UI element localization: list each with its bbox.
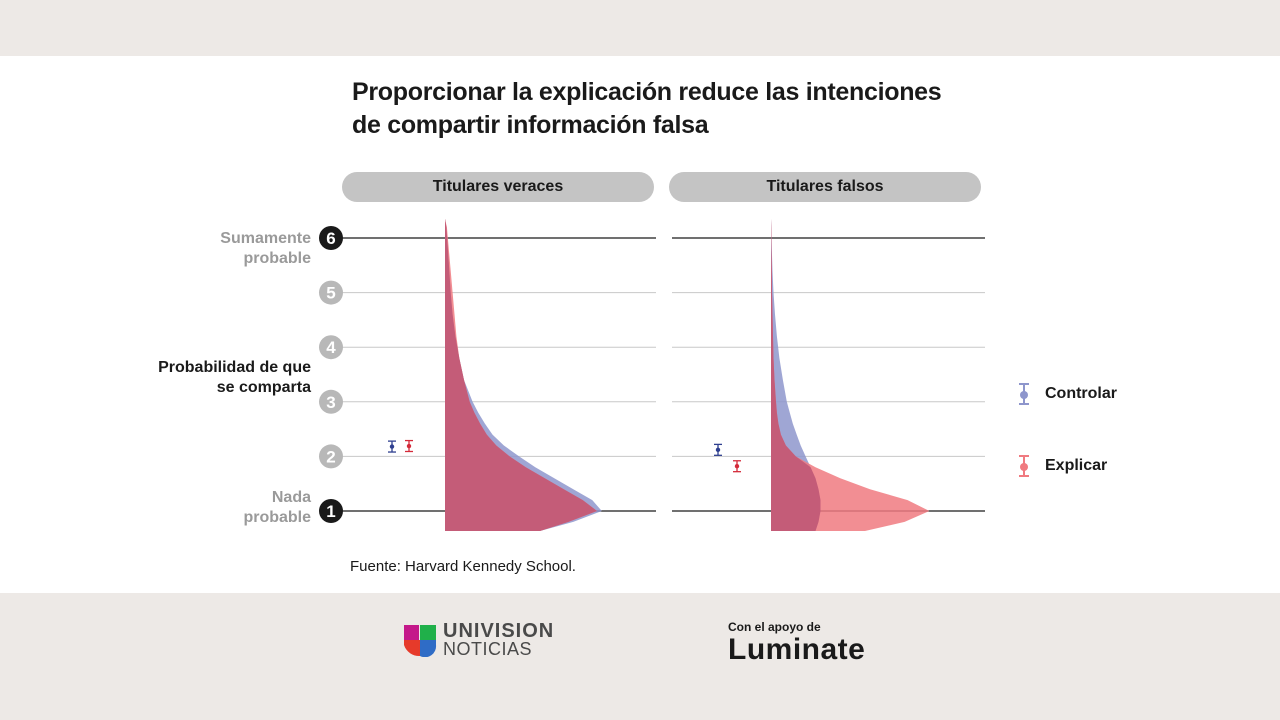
legend-label-explicar: Explicar: [1045, 457, 1108, 474]
chart-title-line-2: de compartir información falsa: [352, 111, 709, 139]
chart-card: [0, 56, 1280, 593]
legend-errorbar-icon-explicar: [1019, 455, 1029, 477]
legend-item-explicar: Explicar: [1013, 451, 1107, 481]
support-text: Con el apoyo de: [728, 620, 821, 634]
facet-header-veraces: Titulares veraces: [342, 172, 654, 202]
tick-label-1: 1: [326, 502, 335, 521]
y-label-top: Sumamente probable: [220, 230, 311, 267]
tick-marker-3: [319, 389, 343, 414]
tick-label-3: 3: [326, 393, 335, 412]
source-note: Fuente: Harvard Kennedy School.: [350, 558, 576, 575]
y-label-bottom: Nada probable: [243, 489, 311, 526]
y-axis-title: Probabilidad de que se comparta: [158, 359, 311, 396]
tick-label-6: 6: [326, 229, 335, 248]
mean-marker-controlar-panel-2-dot: [715, 447, 721, 453]
legend-item-controlar: Controlar: [1013, 379, 1117, 409]
tick-marker-5: [319, 280, 343, 305]
tick-label-2: 2: [326, 447, 335, 466]
univision-logo: UNIVISION NOTICIAS: [403, 620, 555, 659]
top-band: [0, 0, 1280, 56]
luminate-wordmark: Luminate: [728, 633, 866, 666]
tick-marker-2: [319, 444, 343, 469]
mean-marker-explicar-panel-2-dot: [734, 464, 740, 469]
tick-marker-6: [319, 226, 343, 250]
violin-overlap-panel-2: [771, 218, 821, 531]
chart-title: Proporcionar la explicación reduce las i…: [352, 76, 992, 142]
mean-marker-explicar-panel-1-dot: [406, 443, 412, 449]
legend-errorbar-icon-controlar: [1019, 383, 1029, 405]
legend-label-controlar: Controlar: [1045, 385, 1117, 402]
univision-mark-icon: [404, 625, 437, 657]
tick-marker-1: [319, 499, 343, 523]
tick-label-4: 4: [326, 338, 336, 357]
univision-wordmark: UNIVISION: [443, 620, 555, 642]
footer-band: [0, 593, 1280, 720]
tick-marker-4: [319, 335, 343, 360]
chart-title-line-1: Proporcionar la explicación reduce las i…: [352, 78, 942, 106]
facet-header-falsos: Titulares falsos: [669, 172, 981, 202]
violin-overlap-panel-1: [445, 218, 597, 531]
tick-label-5: 5: [326, 284, 335, 303]
noticias-wordmark: NOTICIAS: [443, 639, 533, 659]
mean-marker-controlar-panel-1-dot: [389, 444, 395, 449]
luminate-logo: Con el apoyo de Luminate: [728, 620, 865, 666]
